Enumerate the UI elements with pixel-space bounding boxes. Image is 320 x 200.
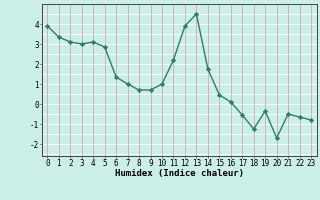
X-axis label: Humidex (Indice chaleur): Humidex (Indice chaleur) — [115, 169, 244, 178]
